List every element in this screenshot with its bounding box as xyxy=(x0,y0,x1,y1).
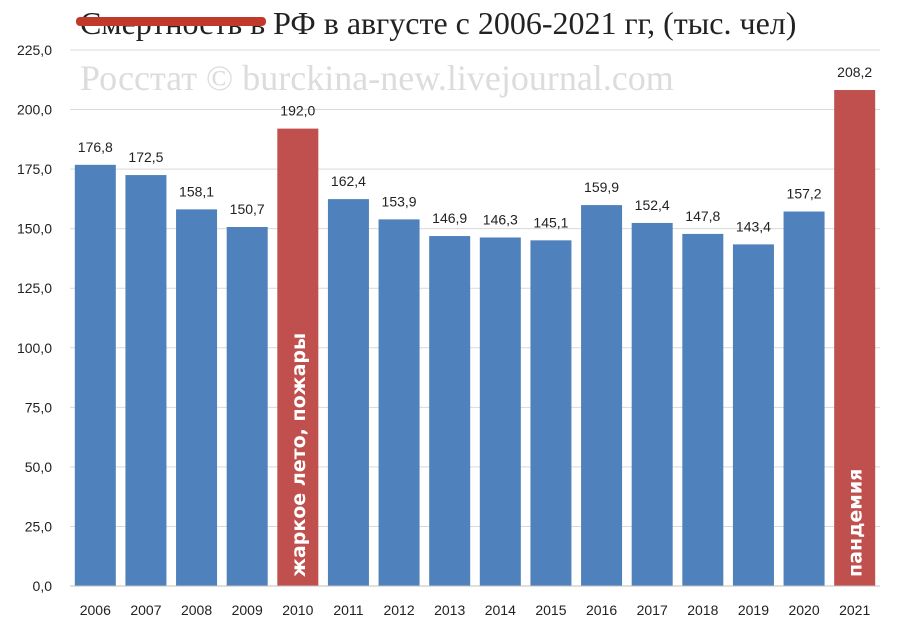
bar-2014 xyxy=(479,237,521,586)
y-tick-label: 200,0 xyxy=(17,102,52,118)
bar-2016 xyxy=(581,205,623,586)
data-label-2015: 145,1 xyxy=(533,214,568,230)
y-axis: 0,0 25,0 50,0 75,0 100,0 125,0 150,0 175,0 200,0… xyxy=(17,42,52,594)
y-tick-label: 150,0 xyxy=(17,221,52,237)
data-label-2008: 158,1 xyxy=(179,183,214,199)
data-label-2013: 146,9 xyxy=(432,210,467,226)
y-tick-label: 175,0 xyxy=(17,161,52,177)
x-tick-label-2013: 2013 xyxy=(434,602,465,618)
bar-2008 xyxy=(176,209,218,586)
bars xyxy=(74,90,876,587)
annotations: жаркое лето, пожары пандемия xyxy=(288,333,867,577)
data-label-2018: 147,8 xyxy=(685,208,720,224)
bar-2017 xyxy=(631,222,673,586)
data-label-2016: 159,9 xyxy=(584,179,619,195)
data-label-2020: 157,2 xyxy=(787,186,822,202)
data-label-2011: 162,4 xyxy=(331,173,366,189)
data-label-2021: 208,2 xyxy=(837,64,872,80)
x-tick-label-2007: 2007 xyxy=(130,602,161,618)
data-label-2019: 143,4 xyxy=(736,218,771,234)
bar-2020 xyxy=(783,211,825,587)
x-tick-label-2019: 2019 xyxy=(738,602,769,618)
data-label-2007: 172,5 xyxy=(128,149,163,165)
x-tick-label-2015: 2015 xyxy=(535,602,566,618)
data-label-2012: 153,9 xyxy=(382,193,417,209)
data-labels: 176,8 172,5 158,1 150,7 192,0 162,4 153,9 146,9… xyxy=(78,64,873,234)
x-tick-label-2020: 2020 xyxy=(788,602,819,618)
y-tick-label: 125,0 xyxy=(17,280,52,296)
y-tick-label: 225,0 xyxy=(17,42,52,58)
bar-2007 xyxy=(125,175,167,587)
annotation-2021: пандемия xyxy=(845,469,867,577)
x-tick-label-2008: 2008 xyxy=(181,602,212,618)
data-label-2014: 146,3 xyxy=(483,211,518,227)
x-tick-label-2021: 2021 xyxy=(839,602,870,618)
bar-2013 xyxy=(429,236,471,586)
y-tick-label: 0,0 xyxy=(33,578,53,594)
x-axis: 2006 2007 2008 2009 2010 2011 2012 2013 2014 2015… xyxy=(80,602,871,618)
y-tick-label: 100,0 xyxy=(17,340,52,356)
x-tick-label-2010: 2010 xyxy=(282,602,313,618)
x-tick-label-2012: 2012 xyxy=(383,602,414,618)
y-tick-label: 75,0 xyxy=(25,399,52,415)
data-label-2010: 192,0 xyxy=(280,103,315,119)
annotation-2010: жаркое лето, пожары xyxy=(288,333,310,577)
x-tick-label-2017: 2017 xyxy=(637,602,668,618)
bar-2015 xyxy=(530,240,572,587)
x-tick-label-2006: 2006 xyxy=(80,602,111,618)
bar-2021 xyxy=(834,90,876,586)
bar-2010 xyxy=(277,128,319,586)
y-tick-label: 25,0 xyxy=(25,518,52,534)
bar-2006 xyxy=(74,164,116,586)
watermark-text: Росстат © burckina-new.livejournal.com xyxy=(80,58,674,98)
title-strikethrough xyxy=(76,17,266,26)
x-tick-label-2011: 2011 xyxy=(333,602,363,618)
data-label-2009: 150,7 xyxy=(230,201,265,217)
x-tick-label-2016: 2016 xyxy=(586,602,617,618)
bar-2019 xyxy=(732,244,774,586)
data-label-2017: 152,4 xyxy=(635,197,670,213)
bar-2011 xyxy=(327,199,369,586)
data-label-2006: 176,8 xyxy=(78,139,113,155)
x-tick-label-2018: 2018 xyxy=(687,602,718,618)
bar-2018 xyxy=(682,233,724,586)
x-tick-label-2009: 2009 xyxy=(232,602,263,618)
y-tick-label: 50,0 xyxy=(25,459,52,475)
x-tick-label-2014: 2014 xyxy=(485,602,516,618)
bar-2012 xyxy=(378,219,420,586)
bar-2009 xyxy=(226,226,268,586)
